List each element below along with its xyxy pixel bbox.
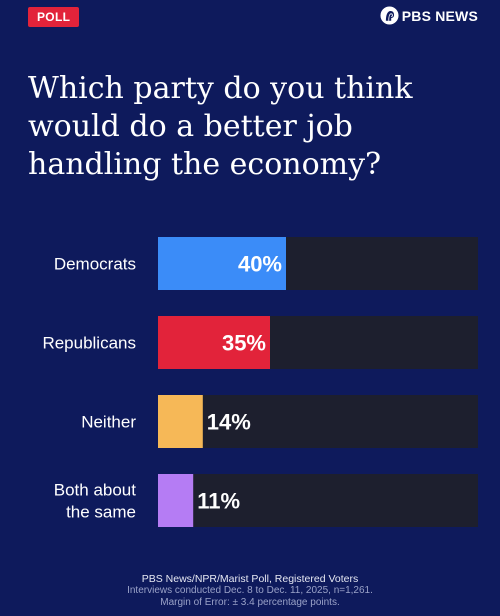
value-label: 40%	[238, 252, 282, 277]
footer-source: PBS News/NPR/Marist Poll, Registered Vot…	[141, 573, 359, 585]
category-label: Democrats	[54, 255, 136, 274]
category-label: Neither	[81, 413, 136, 432]
category-label: Republicans	[42, 334, 136, 353]
value-label: 14%	[207, 410, 251, 435]
bar-track	[158, 474, 478, 527]
bar	[158, 395, 203, 448]
bar-row: Neither 14%	[81, 395, 478, 448]
footer-margin: Margin of Error: ± 3.4 percentage points…	[160, 597, 340, 608]
value-label: 11%	[197, 489, 240, 514]
bar-row: Democrats 40%	[54, 237, 478, 290]
brand: PBS NEWS	[380, 6, 478, 25]
brand-name: PBS NEWS	[401, 7, 478, 24]
bar-row: Both about the same 11%	[54, 474, 478, 527]
bar-chart: Democrats 40% Republicans 35% Neither 14% Both…	[42, 237, 478, 527]
bar	[158, 474, 194, 527]
bar-row: Republicans 35%	[42, 316, 478, 369]
pbs-head-logo-icon	[380, 6, 399, 25]
value-label: 35%	[222, 331, 266, 356]
poll-badge: POLL	[28, 7, 80, 27]
category-label: Both about the same	[54, 481, 137, 522]
bar-track	[158, 395, 478, 448]
footer-interviews: Interviews conducted Dec. 8 to Dec. 11, …	[127, 585, 373, 596]
bar	[158, 237, 286, 290]
bar	[158, 316, 270, 369]
footer: PBS News/NPR/Marist Poll, Registered Vot…	[0, 573, 500, 609]
page-title: Which party do you think would do a bett…	[28, 71, 413, 182]
